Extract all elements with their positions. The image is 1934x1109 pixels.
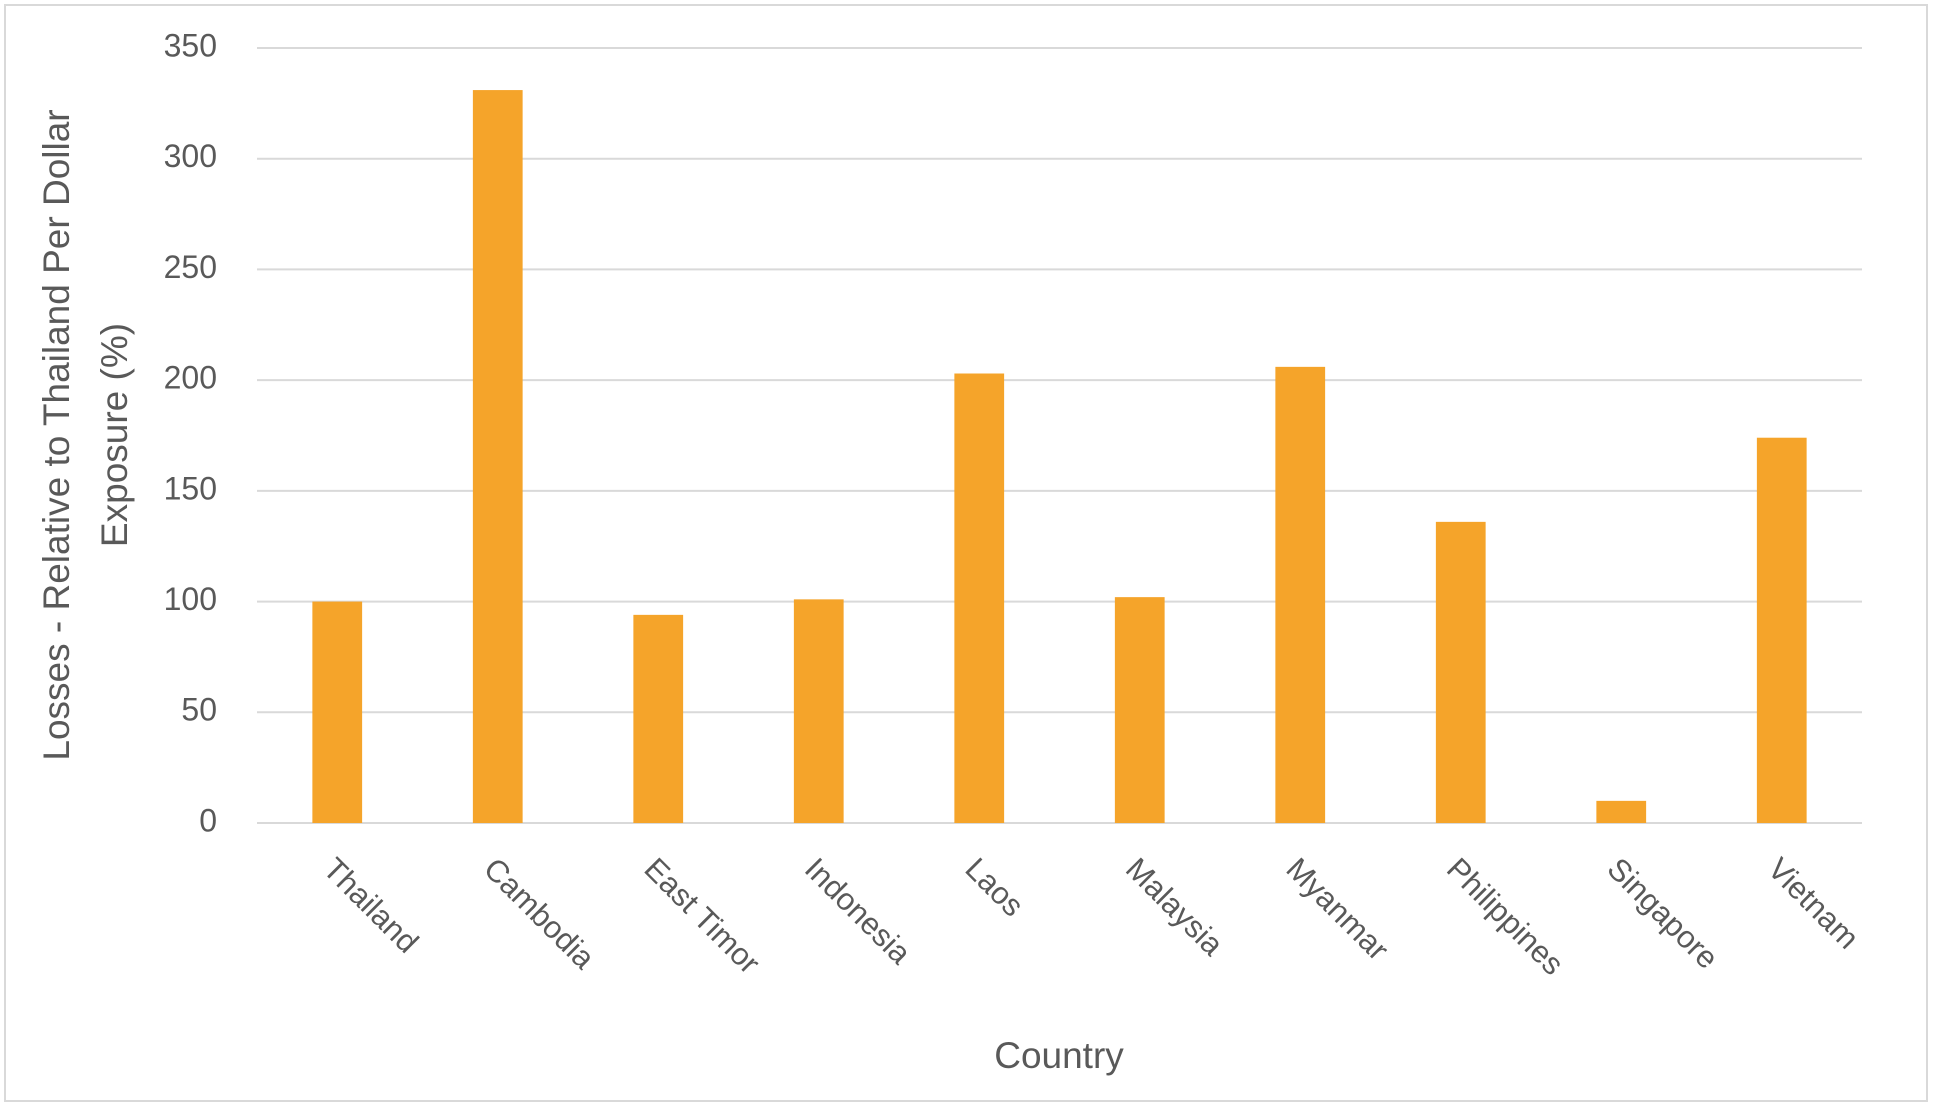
bar xyxy=(1275,366,1326,823)
y-tick-label: 300 xyxy=(164,138,217,174)
bar xyxy=(1435,521,1486,823)
bar xyxy=(793,599,844,823)
y-tick-label: 100 xyxy=(164,581,217,617)
y-axis-title: Losses - Relative to Thailand Per Dollar xyxy=(36,109,77,760)
bar xyxy=(1596,800,1647,823)
bar xyxy=(633,614,684,823)
y-tick-label: 50 xyxy=(181,692,217,728)
y-tick-label: 250 xyxy=(164,249,217,285)
x-axis-title: Country xyxy=(994,1035,1124,1076)
y-tick-label: 150 xyxy=(164,470,217,506)
bar xyxy=(472,90,523,824)
bar xyxy=(1756,437,1807,823)
y-tick-label: 0 xyxy=(199,802,217,838)
bar xyxy=(312,601,363,823)
bar xyxy=(954,373,1005,823)
y-axis-title: Exposure (%) xyxy=(94,323,135,547)
y-tick-label: 350 xyxy=(164,27,217,63)
y-tick-label: 200 xyxy=(164,360,217,396)
bar xyxy=(1114,597,1165,823)
